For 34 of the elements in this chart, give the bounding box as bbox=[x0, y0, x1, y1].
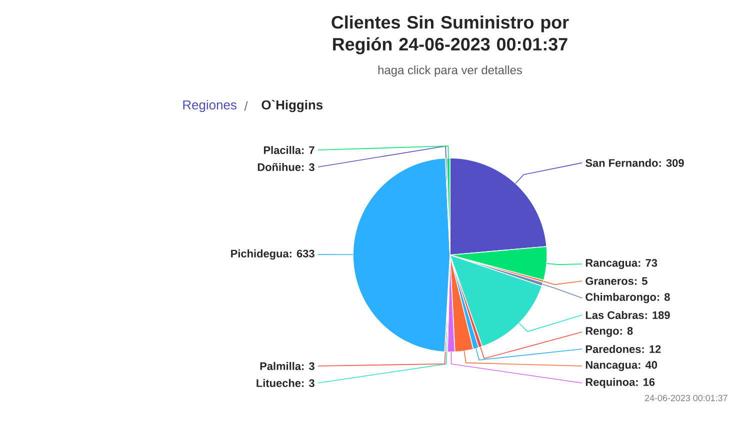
data-label: : 633 bbox=[290, 250, 314, 258]
slice-label: Requinoa bbox=[586, 378, 636, 388]
data-label: : 189 bbox=[645, 311, 670, 320]
text: Regiones bbox=[183, 100, 236, 112]
slice-label: Graneros bbox=[586, 277, 634, 285]
slice-label: Litueche bbox=[256, 378, 301, 388]
slice-label: Pichidegua bbox=[231, 249, 289, 260]
text: 24-06-2023 00:01:37 bbox=[645, 394, 728, 402]
slice-label: Doñihue bbox=[258, 162, 301, 172]
data-label: : 40 bbox=[638, 361, 658, 369]
text: / bbox=[244, 101, 248, 111]
data-label: : 73 bbox=[638, 259, 658, 267]
data-label: : 16 bbox=[636, 378, 655, 386]
data-label: : 3 bbox=[302, 163, 314, 172]
data-label: : 309 bbox=[659, 159, 684, 167]
slice-label: Paredones bbox=[586, 344, 641, 354]
slice-label: San Fernando bbox=[586, 158, 658, 167]
slice-label: Nancagua bbox=[586, 361, 638, 371]
data-label: : 8 bbox=[620, 327, 633, 335]
slice-label: Rancagua bbox=[586, 259, 638, 269]
slice-label: Rengo bbox=[586, 327, 619, 337]
slice-label: Placilla bbox=[264, 146, 302, 154]
data-label: : 3 bbox=[302, 362, 314, 370]
data-label: : 8 bbox=[657, 293, 670, 301]
data-label: : 12 bbox=[642, 345, 661, 353]
chart-title: Clientes Sin Suministro por Región 24-06-2023 00:01:37 bbox=[332, 16, 569, 54]
data-label: : 7 bbox=[302, 146, 314, 154]
slice-label: Chimbarongo bbox=[586, 292, 656, 304]
slice-label: Palmilla bbox=[260, 362, 302, 370]
text: O`Higgins bbox=[262, 100, 323, 112]
data-label: : 3 bbox=[302, 379, 314, 388]
chart-subtitle: haga click para ver detalles bbox=[378, 66, 522, 77]
slice-label: Las Cabras bbox=[586, 310, 644, 320]
data-label: : 5 bbox=[634, 277, 648, 285]
